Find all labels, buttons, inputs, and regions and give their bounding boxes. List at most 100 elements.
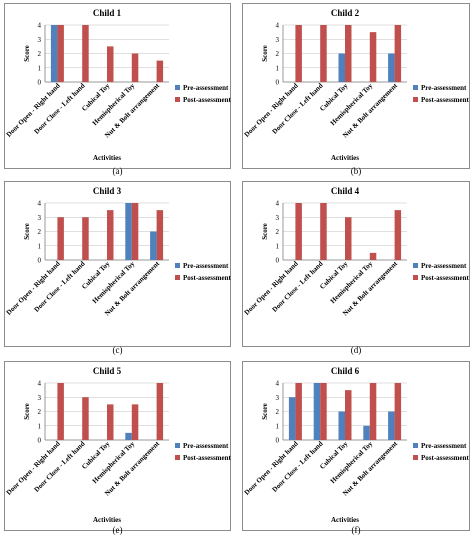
y-tick-label: 4 [276,200,280,208]
bar-post [82,25,89,82]
bar-post [156,60,164,82]
bar-post [320,383,327,440]
legend-swatch-post [175,97,180,102]
y-tick-label: 3 [38,36,42,44]
bar-post [57,25,64,82]
legend-swatch-pre [175,443,180,448]
bar-post [107,46,114,82]
bar-post [345,25,352,82]
bar-post [369,32,377,82]
y-tick-label: 3 [38,214,42,222]
bar-pre [50,25,58,82]
bar-post [320,25,327,82]
chart-panel-2: Child 2 0 1 2 3 4 Score Door Open - Right hand D… [242,3,470,169]
chart-panel-6: Child 6 0 1 2 3 4 Score Door Open - Right hand D… [242,361,470,531]
y-tick-label: 2 [276,228,280,236]
legend-label-pre: Pre-assessment [183,84,229,92]
bar-post [295,25,302,82]
panel-caption: (b) [350,166,362,176]
y-tick-label: 2 [276,408,280,416]
category-label: Door Close - Left hand [33,260,87,314]
bar-post [107,404,114,440]
y-tick-label: 3 [276,394,280,402]
y-tick-label: 1 [38,64,42,72]
panel-caption: (e) [112,525,123,535]
chart-panel-3: Child 3 0 1 2 3 4 Score Door Open - Right hand D… [4,181,231,347]
x-axis-label: Activities [93,154,121,162]
y-tick-label: 0 [38,257,42,265]
category-label: Hemispherical Toy [329,259,375,305]
bar-pre [150,231,157,260]
legend-label-pre: Pre-assessment [183,262,229,270]
legend-label-post: Post-assessment [183,96,231,104]
chart-title: Child 5 [93,366,122,376]
y-tick-label: 2 [38,228,42,236]
y-axis-label: Score [261,223,269,240]
y-tick-label: 0 [38,79,42,87]
legend-label-post: Post-assessment [421,96,469,104]
bar-post [394,25,402,82]
legend-swatch-post [175,455,180,460]
y-tick-label: 1 [38,242,42,250]
y-tick-label: 1 [276,242,280,250]
y-axis-label: Score [23,45,31,62]
panel-caption: (d) [350,345,362,355]
bar-post [295,203,302,260]
bar-pre [125,203,132,260]
bar-post [320,203,327,260]
y-tick-label: 1 [276,422,280,430]
bar-post [131,53,139,82]
chart-title: Child 6 [331,366,360,376]
bar-post [345,217,352,260]
bar-pre [363,425,370,440]
y-tick-label: 0 [276,79,280,87]
chart-title: Child 2 [331,8,360,18]
legend-label-pre: Pre-assessment [421,84,467,92]
bar-post [394,383,402,440]
y-tick-label: 2 [38,50,42,58]
y-tick-label: 2 [38,408,42,416]
y-axis-label: Score [261,403,269,420]
legend-swatch-post [413,455,418,460]
y-tick-label: 3 [276,214,280,222]
legend-label-post: Post-assessment [183,274,231,282]
category-label: Door Close - Left hand [33,82,87,136]
bar-pre [338,411,345,440]
x-axis-label: Activities [93,516,121,524]
bar-post [156,210,164,260]
bar-pre [388,411,395,440]
category-label: Hemispherical Toy [91,439,137,485]
chart-panel-4: Child 4 0 1 2 3 4 Score Door Open - Right hand D… [242,181,470,347]
y-tick-label: 1 [276,64,280,72]
bar-post [156,383,164,440]
y-tick-label: 4 [276,380,280,388]
chart-title: Child 3 [93,186,122,196]
bar-post [57,217,64,260]
category-label: Hemispherical Toy [91,259,137,305]
y-tick-label: 0 [276,437,280,445]
category-label: Door Close - Left hand [271,82,325,136]
bar-post [82,217,89,260]
x-axis-label: Activities [331,516,359,524]
y-tick-label: 3 [276,36,280,44]
y-tick-label: 3 [38,394,42,402]
legend-label-pre: Pre-assessment [183,442,229,450]
bar-post [131,404,139,440]
x-axis-label: Activities [331,154,359,162]
category-label: Door Close - Left hand [33,440,87,494]
y-axis-label: Score [261,45,269,62]
y-tick-label: 0 [276,257,280,265]
bar-post [369,252,377,260]
bar-post [295,383,302,440]
category-label: Door Close - Left hand [271,440,325,494]
bar-pre [125,432,132,440]
y-axis-label: Score [23,403,31,420]
y-tick-label: 4 [276,22,280,30]
legend-label-post: Post-assessment [421,274,469,282]
bar-post [369,383,377,440]
category-label: Hemispherical Toy [329,81,375,127]
